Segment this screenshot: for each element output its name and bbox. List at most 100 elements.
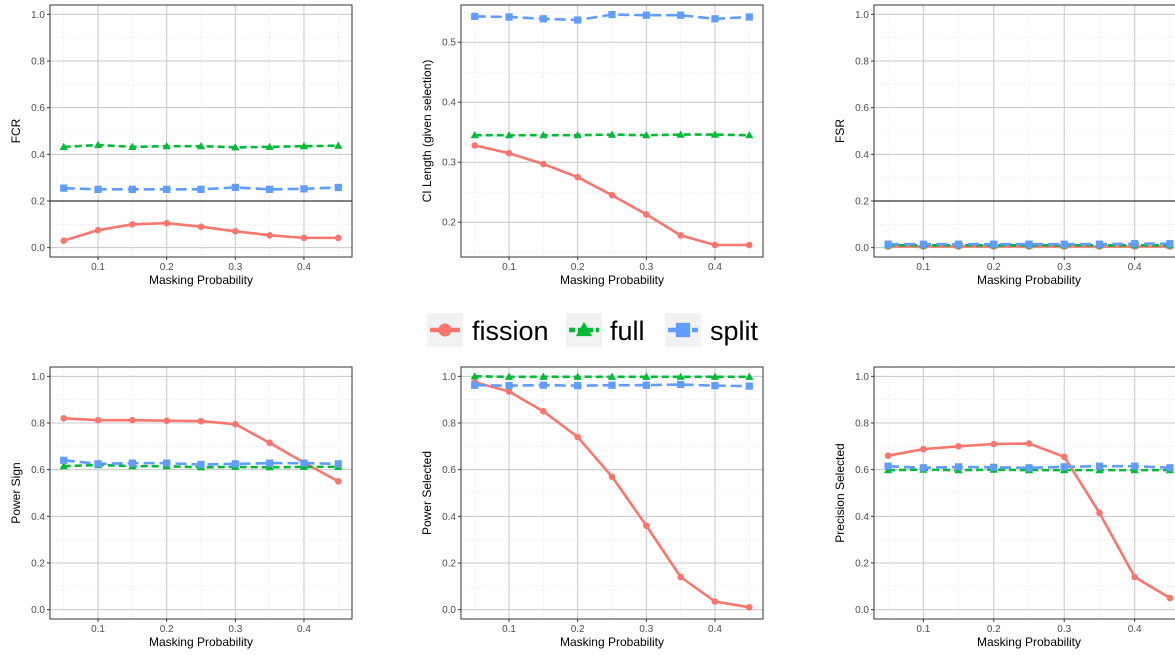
x-tick-label: 0.2	[160, 262, 174, 273]
x-axis-label: Masking Probability	[977, 273, 1081, 287]
y-tick-label: 0.4	[442, 512, 456, 523]
data-point-split	[300, 459, 308, 467]
data-point-fission	[129, 221, 136, 228]
data-point-full	[162, 142, 171, 150]
data-point-fission	[677, 232, 684, 239]
y-tick-label: 0.0	[31, 605, 45, 616]
data-point-split	[334, 460, 342, 468]
y-tick-label: 0.0	[855, 243, 869, 254]
data-point-fission	[1025, 440, 1033, 447]
data-point-fission	[920, 445, 927, 453]
x-tick-label: 0.4	[1128, 262, 1142, 273]
x-tick-label: 0.4	[708, 262, 722, 273]
y-tick-label: 0.4	[855, 512, 869, 523]
y-tick-label: 0.2	[31, 559, 45, 570]
data-point-split	[163, 459, 171, 467]
data-point-split	[471, 381, 479, 389]
data-point-split	[711, 382, 719, 390]
data-point-full	[676, 130, 685, 138]
y-axis-label: Power Sign	[9, 462, 23, 523]
panel-border	[460, 366, 764, 620]
y-tick-label: 1.0	[31, 372, 45, 383]
series-group	[883, 240, 1175, 250]
data-point-full	[745, 372, 754, 380]
data-point-fission	[643, 522, 650, 529]
x-tick-label: 0.2	[987, 624, 1001, 635]
legend-item-split: split	[665, 313, 759, 347]
y-tick-label: 0.0	[31, 243, 45, 254]
data-point-split	[574, 382, 582, 390]
data-point-split	[642, 381, 650, 389]
x-tick-label: 0.1	[916, 262, 930, 273]
data-point-fission	[197, 223, 205, 230]
x-tick-label: 0.4	[1128, 624, 1142, 635]
data-point-fission	[266, 232, 273, 239]
data-point-full	[59, 462, 68, 470]
legend: fission full split	[427, 313, 759, 347]
data-point-full	[607, 372, 617, 380]
series-group	[59, 140, 343, 244]
data-point-split	[471, 12, 479, 21]
y-tick-label: 0.2	[442, 559, 456, 570]
chart-panel-2: 0.1 0.2 0.3 0.4 0.2 0.3 0.4 0.5 Masking Probabil…	[420, 4, 764, 287]
data-point-split	[163, 185, 171, 193]
y-tick-label: 0.2	[855, 559, 869, 570]
y-tick-label: 0.2	[442, 218, 456, 229]
data-point-split	[608, 10, 616, 19]
data-point-full	[470, 131, 479, 139]
x-tick-label: 0.3	[639, 262, 653, 273]
data-point-fission	[990, 440, 998, 448]
x-tick-label: 0.4	[708, 624, 722, 635]
data-point-split	[919, 240, 927, 248]
data-point-full	[642, 131, 651, 139]
data-point-split	[197, 185, 205, 193]
series-group	[470, 10, 754, 249]
series-line-split	[888, 464, 1170, 470]
y-tick-label: 0.3	[442, 158, 456, 169]
data-point-split	[231, 460, 239, 468]
data-point-split	[574, 16, 582, 24]
data-point-split	[505, 382, 513, 390]
data-point-split	[266, 459, 274, 467]
data-point-split	[1025, 464, 1033, 472]
data-point-full	[710, 372, 720, 380]
x-tick-label: 0.1	[502, 262, 516, 273]
data-point-full	[504, 372, 514, 380]
data-point-split	[128, 459, 136, 467]
y-tick-label: 0.2	[855, 197, 869, 208]
data-point-fission	[540, 408, 547, 415]
x-tick-label: 0.2	[987, 262, 1001, 273]
y-tick-label: 0.8	[855, 419, 869, 430]
data-point-full	[504, 131, 514, 139]
data-point-fission	[163, 219, 170, 227]
chart-panel-1: 0.1 0.2 0.3 0.4 0.0 0.2 0.4 0.6 0.8 1.0 Masking Pr…	[9, 4, 353, 287]
data-point-split	[954, 240, 963, 248]
data-point-split	[60, 456, 68, 464]
panel-border	[873, 4, 1175, 258]
y-tick-label: 1.0	[442, 372, 456, 383]
data-point-split	[539, 15, 547, 23]
data-point-full	[265, 142, 274, 150]
data-point-fission	[60, 237, 68, 244]
data-point-fission	[677, 573, 684, 581]
y-tick-label: 0.0	[855, 605, 869, 616]
data-point-fission	[232, 228, 239, 235]
y-tick-label: 0.5	[442, 38, 456, 49]
y-tick-label: 1.0	[855, 372, 869, 383]
data-point-split	[642, 11, 650, 19]
x-tick-label: 0.1	[91, 262, 105, 273]
data-point-fission	[608, 191, 616, 199]
y-tick-label: 0.6	[31, 465, 45, 476]
data-point-fission	[1096, 509, 1103, 517]
x-tick-label: 0.1	[91, 624, 105, 635]
y-tick-label: 0.4	[855, 150, 869, 161]
y-tick-label: 1.0	[31, 10, 45, 21]
data-point-fission	[884, 452, 892, 459]
data-point-fission	[266, 439, 273, 447]
y-tick-label: 1.0	[855, 10, 869, 21]
chart-panel-6: 0.1 0.2 0.3 0.4 0.0 0.2 0.4 0.6 0.8 1.0 Masking Pr…	[833, 366, 1175, 649]
y-tick-label: 0.8	[855, 57, 869, 68]
y-tick-label: 0.0	[442, 605, 456, 616]
data-point-fission	[1131, 573, 1138, 581]
data-point-full	[642, 372, 651, 380]
